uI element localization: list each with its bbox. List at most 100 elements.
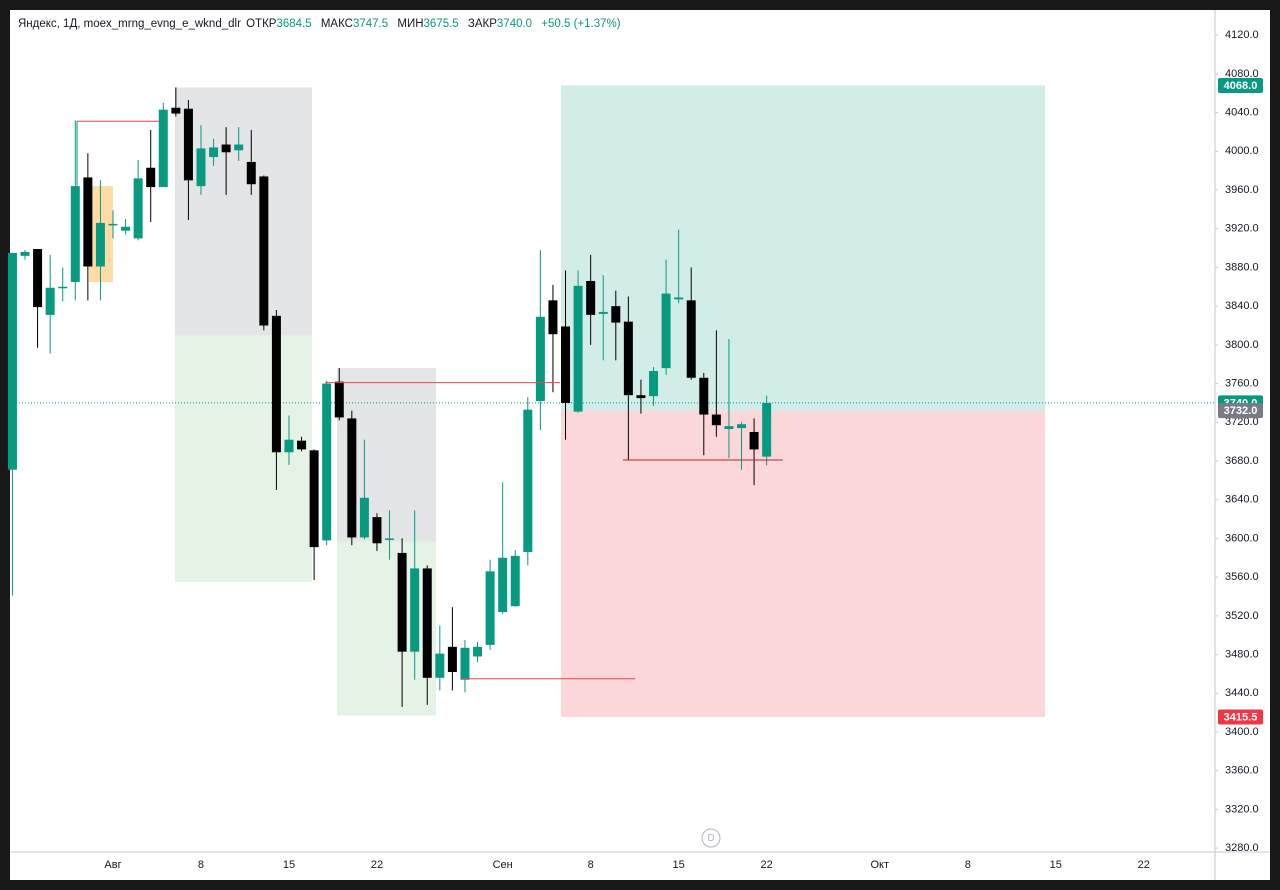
y-tick-label: 3280.0 xyxy=(1225,842,1259,854)
candle-body xyxy=(737,424,746,429)
candle-body xyxy=(322,383,332,541)
y-tick-label: 3680.0 xyxy=(1225,455,1259,467)
field-name: МИН xyxy=(397,18,424,30)
candle-body xyxy=(83,177,93,267)
candle-body xyxy=(20,251,30,256)
x-tick-label: Сен xyxy=(493,859,513,871)
field-name: ЗАКР xyxy=(467,18,497,30)
candle-body xyxy=(611,306,621,323)
x-tick-label: 8 xyxy=(198,859,204,871)
y-tick-label: 3560.0 xyxy=(1225,571,1259,583)
field-value: 3747.5 xyxy=(352,18,389,30)
candle-body xyxy=(410,568,420,652)
candle-body xyxy=(334,381,344,418)
y-tick-label: 3800.0 xyxy=(1225,339,1259,351)
candle-body xyxy=(498,557,508,612)
candle-body xyxy=(636,395,646,399)
legend: Яндекс, 1Д, moex_mrng_evng_e_wknd_dlr ОТ… xyxy=(18,18,627,30)
candle-body xyxy=(45,287,55,315)
x-tick-label: 8 xyxy=(588,859,594,871)
y-tick-label: 3640.0 xyxy=(1225,494,1259,506)
price-tag xyxy=(1218,403,1263,419)
candle-body xyxy=(661,293,671,369)
candle-body xyxy=(259,176,269,326)
candle-body xyxy=(158,109,168,188)
y-tick-label: 4120.0 xyxy=(1225,29,1259,41)
y-tick-label: 3760.0 xyxy=(1225,377,1259,389)
y-tick-label: 3400.0 xyxy=(1225,726,1259,738)
x-tick-label: 15 xyxy=(673,859,685,871)
candle-body xyxy=(711,414,721,426)
candle-body xyxy=(271,315,281,453)
candle-body xyxy=(95,222,105,267)
x-tick-label: 22 xyxy=(371,859,383,871)
candle-body xyxy=(70,186,80,282)
candle-body xyxy=(284,439,294,453)
event-marker-label: D xyxy=(707,833,714,844)
y-tick-label: 4080.0 xyxy=(1225,68,1259,80)
field-name: МАКС xyxy=(320,18,353,30)
y-tick-label: 3960.0 xyxy=(1225,184,1259,196)
candle-body xyxy=(209,147,219,158)
field-value: 3740.0 xyxy=(496,18,533,30)
candle-body xyxy=(246,161,256,185)
y-tick-label: 3360.0 xyxy=(1225,765,1259,777)
candle-body xyxy=(686,300,696,378)
candle-body xyxy=(171,107,181,114)
candle-body xyxy=(297,440,307,450)
price-tag-label: 4068.0 xyxy=(1224,80,1258,92)
candle-body xyxy=(460,647,470,680)
zone-lower xyxy=(175,335,312,582)
x-tick-label: Авг xyxy=(104,859,121,871)
candle-body xyxy=(221,144,231,153)
y-tick-label: 3720.0 xyxy=(1225,416,1259,428)
y-tick-label: 3520.0 xyxy=(1225,610,1259,622)
event-marker xyxy=(701,828,721,848)
zone-upper xyxy=(175,87,312,336)
candle-body xyxy=(196,148,206,187)
candle-body xyxy=(385,538,395,540)
candle-body xyxy=(435,653,445,678)
candle-body xyxy=(7,252,17,470)
y-tick-label: 3440.0 xyxy=(1225,687,1259,699)
price-tag xyxy=(1218,709,1263,725)
candle-body xyxy=(58,286,68,289)
candle-body xyxy=(33,249,43,308)
candle-body xyxy=(674,297,684,300)
candle-body xyxy=(372,517,382,544)
candle-body xyxy=(699,377,709,415)
candle-body xyxy=(309,450,319,548)
x-tick-label: 8 xyxy=(965,859,971,871)
field-value: 3675.5 xyxy=(423,18,459,30)
candle-body xyxy=(234,144,244,151)
candle-body xyxy=(359,497,369,538)
zone-lower xyxy=(337,541,436,716)
candle-body xyxy=(573,285,583,412)
candle-body xyxy=(485,571,495,645)
y-tick-label: 4040.0 xyxy=(1225,106,1259,118)
candle-body xyxy=(422,568,432,678)
symbol: Яндекс, 1Д, moex_mrng_evng_e_wknd_dlr xyxy=(18,18,241,30)
candle-body xyxy=(523,409,533,552)
x-tick-label: Окт xyxy=(871,859,890,871)
candle-body xyxy=(108,223,118,226)
position-profit xyxy=(561,85,1045,411)
y-tick-label: 3600.0 xyxy=(1225,532,1259,544)
candle-body xyxy=(586,280,596,315)
candle-body xyxy=(510,555,520,607)
candle-body xyxy=(183,108,193,181)
price-tag-label: 3732.0 xyxy=(1224,405,1258,417)
y-tick-label: 3920.0 xyxy=(1225,223,1259,235)
y-tick-label: 3320.0 xyxy=(1225,803,1259,815)
candle-body xyxy=(548,300,558,335)
candle-body xyxy=(473,646,483,657)
y-tick-label: 4000.0 xyxy=(1225,145,1259,157)
price-tag-label: 3415.5 xyxy=(1224,711,1258,723)
chart-background xyxy=(10,10,1270,880)
y-tick-label: 3480.0 xyxy=(1225,648,1259,660)
candle-body xyxy=(397,552,407,652)
candle-body xyxy=(762,402,772,457)
field-name: ОТКР xyxy=(246,18,277,30)
